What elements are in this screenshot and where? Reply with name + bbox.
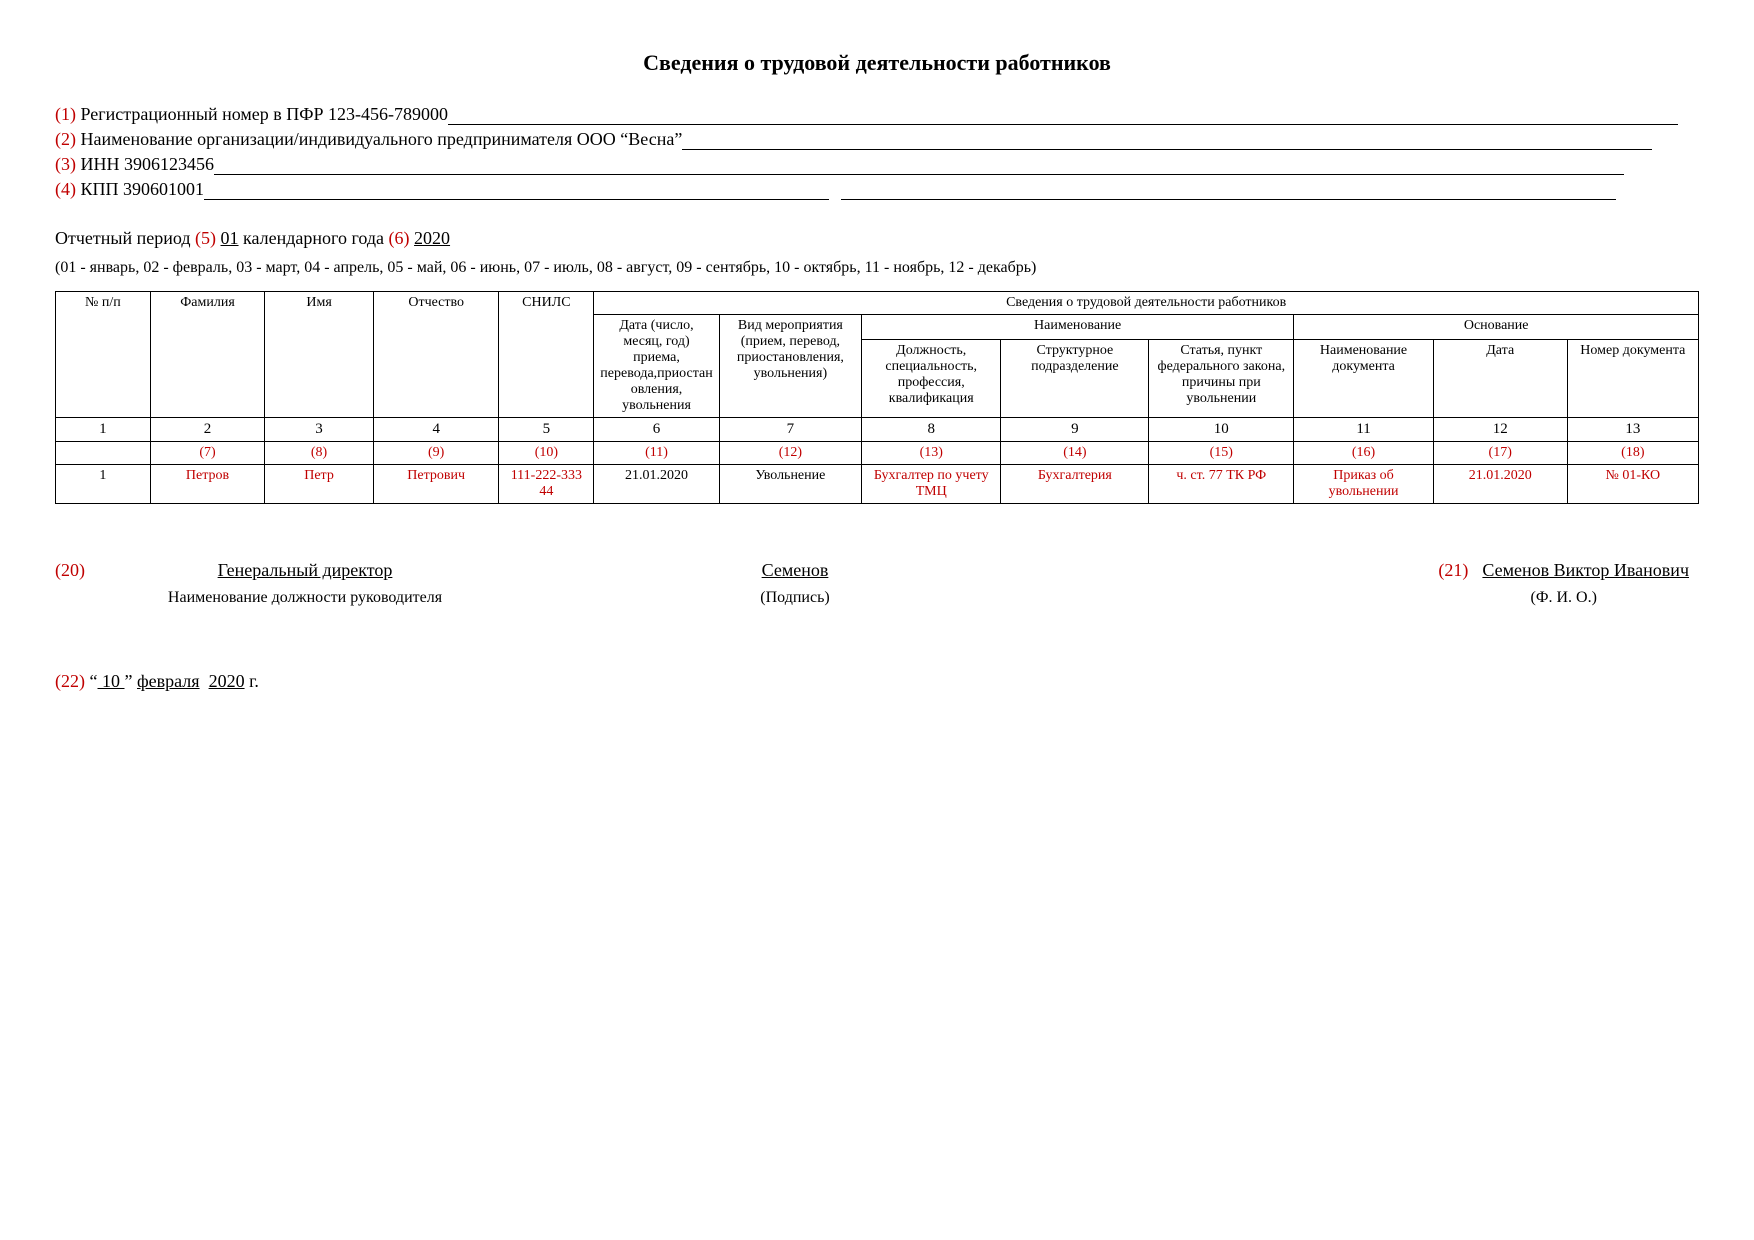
field-4-num: (4) <box>55 179 76 199</box>
date-day: 10 <box>98 671 125 691</box>
sign-col-position: Генеральный директор Наименование должно… <box>95 560 515 607</box>
th-naim-group: Наименование <box>862 315 1294 340</box>
coln-6: 6 <box>594 418 720 442</box>
signature-block: (20) Генеральный директор Наименование д… <box>55 560 1699 607</box>
cell-patr: Петрович <box>373 465 499 504</box>
date-line: (22) “ 10 ” февраля 2020 г. <box>55 671 1699 692</box>
cell-doc-name: Приказ об увольнении <box>1294 465 1433 504</box>
marker-22: (22) <box>55 671 85 691</box>
th-doc-name: Наименование документа <box>1294 340 1433 418</box>
date-year: 2020 <box>209 671 245 691</box>
cell-snils: 111-222-333 44 <box>499 465 594 504</box>
fn-8: (8) <box>265 442 374 465</box>
cell-doc-num: № 01-КО <box>1567 465 1698 504</box>
th-patr: Отчество <box>373 292 499 418</box>
th-date: Дата (число, месяц, год) приема, перевод… <box>594 315 720 418</box>
marker-21: (21) <box>1438 560 1468 580</box>
th-sved-group: Сведения о трудовой деятельности работни… <box>594 292 1699 315</box>
th-doc-date: Дата <box>1433 340 1567 418</box>
header-row-1: № п/п Фамилия Имя Отчество СНИЛС Сведени… <box>56 292 1699 315</box>
coln-1: 1 <box>56 418 151 442</box>
col-num-row: 1 2 3 4 5 6 7 8 9 10 11 12 13 <box>56 418 1699 442</box>
coln-3: 3 <box>265 418 374 442</box>
cell-fam: Петров <box>150 465 264 504</box>
coln-12: 12 <box>1433 418 1567 442</box>
fn-7: (7) <box>150 442 264 465</box>
sign-position-sub: Наименование должности руководителя <box>168 589 442 607</box>
coln-8: 8 <box>862 418 1001 442</box>
coln-10: 10 <box>1149 418 1294 442</box>
fn-17: (17) <box>1433 442 1567 465</box>
field-2: (2) Наименование организации/индивидуаль… <box>55 129 1699 150</box>
fn-15: (15) <box>1149 442 1294 465</box>
th-doc-num: Номер документа <box>1567 340 1698 418</box>
th-snils: СНИЛС <box>499 292 594 418</box>
period-5-num: (5) <box>195 228 216 248</box>
th-dolzh: Должность, специальность, профессия, ква… <box>862 340 1001 418</box>
th-npp: № п/п <box>56 292 151 418</box>
fn-10: (10) <box>499 442 594 465</box>
page-title: Сведения о трудовой деятельности работни… <box>55 50 1699 76</box>
fn-12: (12) <box>719 442 861 465</box>
cell-doc-date: 21.01.2020 <box>1433 465 1567 504</box>
sign-position: Генеральный директор <box>218 560 393 581</box>
coln-7: 7 <box>719 418 861 442</box>
fn-11: (11) <box>594 442 720 465</box>
fn-16: (16) <box>1294 442 1433 465</box>
field-4-label: КПП 390601001 <box>81 179 205 199</box>
field-4: (4) КПП 390601001 <box>55 179 1699 200</box>
th-name: Имя <box>265 292 374 418</box>
field-1-label: Регистрационный номер в ПФР 123-456-7890… <box>81 104 449 124</box>
coln-13: 13 <box>1567 418 1698 442</box>
period-6-val: 2020 <box>414 228 450 248</box>
sign-col-fio: (21) Семенов Виктор Иванович (Ф. И. О.) <box>1438 560 1689 607</box>
field-num-row: (7) (8) (9) (10) (11) (12) (13) (14) (15… <box>56 442 1699 465</box>
main-table: № п/п Фамилия Имя Отчество СНИЛС Сведени… <box>55 291 1699 504</box>
date-suffix: г. <box>249 671 259 691</box>
data-row-1: 1 Петров Петр Петрович 111-222-333 44 21… <box>56 465 1699 504</box>
coln-9: 9 <box>1001 418 1149 442</box>
period-5-val: 01 <box>221 228 239 248</box>
fn-empty <box>56 442 151 465</box>
fn-9: (9) <box>373 442 499 465</box>
cell-event: Увольнение <box>719 465 861 504</box>
date-month: февраля <box>137 671 200 691</box>
fn-18: (18) <box>1567 442 1698 465</box>
coln-11: 11 <box>1294 418 1433 442</box>
sign-signature: Семенов <box>762 560 829 581</box>
sign-signature-sub: (Подпись) <box>760 589 829 607</box>
period-mid: календарного года <box>243 228 384 248</box>
cell-struct: Бухгалтерия <box>1001 465 1149 504</box>
coln-4: 4 <box>373 418 499 442</box>
fn-13: (13) <box>862 442 1001 465</box>
period-prefix: Отчетный период <box>55 228 191 248</box>
fn-14: (14) <box>1001 442 1149 465</box>
field-3-label: ИНН 3906123456 <box>81 154 215 174</box>
field-2-label: Наименование организации/индивидуального… <box>81 129 683 149</box>
coln-2: 2 <box>150 418 264 442</box>
field-1: (1) Регистрационный номер в ПФР 123-456-… <box>55 104 1699 125</box>
th-struct: Структурное подразделение <box>1001 340 1149 418</box>
marker-20: (20) <box>55 560 85 581</box>
sign-fio: Семенов Виктор Иванович <box>1482 560 1689 580</box>
field-2-num: (2) <box>55 129 76 149</box>
cell-dolzh: Бухгалтер по учету ТМЦ <box>862 465 1001 504</box>
cell-n: 1 <box>56 465 151 504</box>
th-article: Статья, пункт федерального закона, причи… <box>1149 340 1294 418</box>
th-osn-group: Основание <box>1294 315 1699 340</box>
cell-name: Петр <box>265 465 374 504</box>
field-3-num: (3) <box>55 154 76 174</box>
field-1-num: (1) <box>55 104 76 124</box>
th-event: Вид мероприятия (прием, перевод, приоста… <box>719 315 861 418</box>
cell-article: ч. ст. 77 ТК РФ <box>1149 465 1294 504</box>
period-6-num: (6) <box>389 228 410 248</box>
months-legend: (01 - январь, 02 - февраль, 03 - март, 0… <box>55 259 1699 277</box>
period-line: Отчетный период (5) 01 календарного года… <box>55 228 1699 249</box>
coln-5: 5 <box>499 418 594 442</box>
sign-fio-sub: (Ф. И. О.) <box>1531 589 1597 607</box>
field-3: (3) ИНН 3906123456 <box>55 154 1699 175</box>
sign-col-sign: Семенов (Подпись) <box>655 560 935 607</box>
cell-date: 21.01.2020 <box>594 465 720 504</box>
th-fam: Фамилия <box>150 292 264 418</box>
